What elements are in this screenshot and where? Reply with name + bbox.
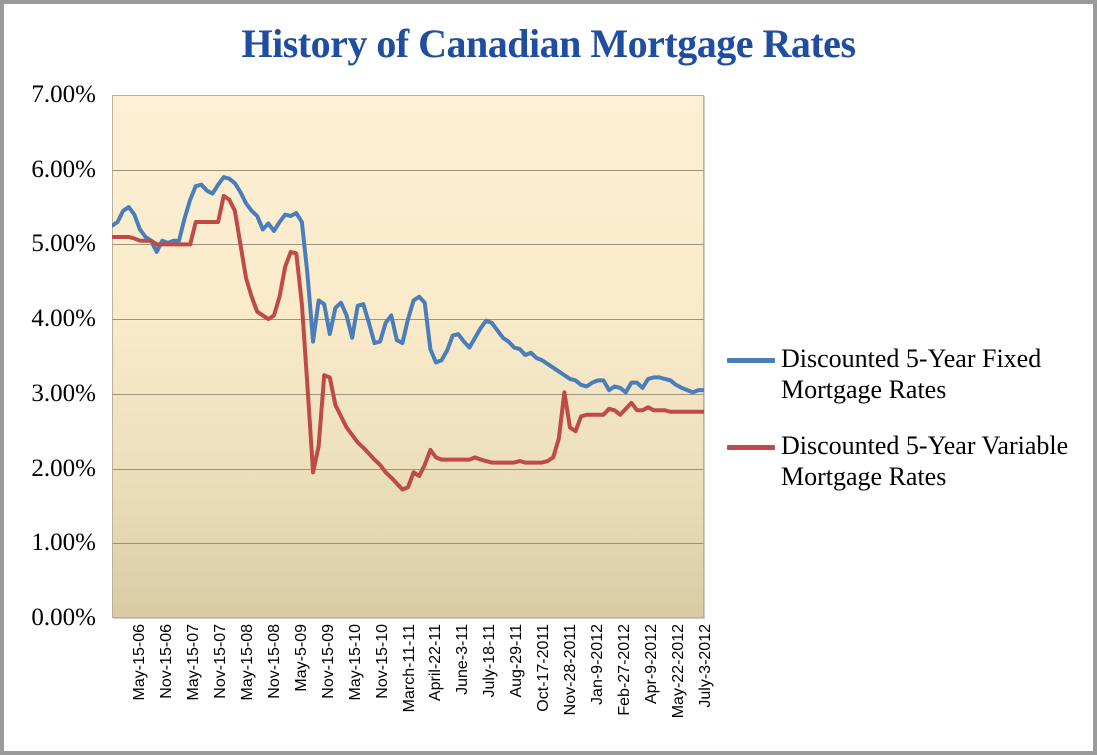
legend-item[interactable]: Discounted 5-Year Variable Mortgage Rate… xyxy=(727,431,1087,492)
x-axis-tick-label: Feb-27-2012 xyxy=(615,624,633,716)
x-axis-tick-label: May-15-06 xyxy=(131,624,149,701)
x-axis-tick-label: May-5-09 xyxy=(292,624,310,692)
legend: Discounted 5-Year Fixed Mortgage Rates Di… xyxy=(727,344,1087,519)
y-axis-tick-label: 7.00% xyxy=(31,81,96,108)
legend-label: Discounted 5-Year Fixed Mortgage Rates xyxy=(781,344,1042,404)
y-axis-tick-label: 6.00% xyxy=(31,155,96,183)
x-axis-tick-label: July-18-11 xyxy=(481,624,499,698)
x-axis-tick-label: Apr-9-2012 xyxy=(642,624,660,705)
plot-area xyxy=(112,95,704,618)
series-line xyxy=(112,193,704,492)
x-axis-tick-label: July-3-2012 xyxy=(696,624,714,708)
x-axis-tick-label: Nov-15-07 xyxy=(212,624,230,699)
legend-label: Discounted 5-Year Variable Mortgage Rate… xyxy=(781,431,1069,492)
legend-color-swatch-icon xyxy=(727,358,775,363)
x-axis-tick-label: April-22-11 xyxy=(427,624,445,702)
x-axis-tick-label: May-15-07 xyxy=(185,624,203,701)
series-lines xyxy=(112,175,704,492)
y-axis-tick-label: 0.00% xyxy=(31,604,96,631)
x-axis-tick-label: May-15-08 xyxy=(239,624,257,701)
y-axis: 0.00% 1.00% 2.00% 3.00% 4.00% 5.00% 6.00% 7.00% xyxy=(4,81,104,631)
legend-item[interactable]: Discounted 5-Year Fixed Mortgage Rates xyxy=(727,344,1087,405)
y-axis-tick-label: 1.00% xyxy=(31,529,96,557)
y-axis-tick-label: 3.00% xyxy=(31,379,96,407)
x-axis-tick-label: June-3-11 xyxy=(454,624,472,695)
x-axis-tick-label: Aug-29-11 xyxy=(508,624,526,698)
legend-color-swatch-icon xyxy=(727,445,775,451)
y-axis-tick-label: 4.00% xyxy=(31,305,96,333)
x-axis-tick-label: March-11-11 xyxy=(400,624,418,713)
y-axis-tick-label: 5.00% xyxy=(31,230,96,258)
x-axis-tick-label: Nov-15-06 xyxy=(158,624,176,699)
x-axis-tick-label: Oct-17-2011 xyxy=(535,624,553,712)
x-axis-tick-label: May-15-10 xyxy=(346,624,364,701)
x-axis-tick-label: May-22-2012 xyxy=(669,624,687,719)
x-axis-tick-label: Jan-9-2012 xyxy=(588,624,606,705)
series-line xyxy=(112,175,704,395)
page-title: History of Canadian Mortgage Rates xyxy=(241,21,856,66)
x-axis-tick-label: Nov-15-10 xyxy=(373,624,391,699)
x-axis-tick-label: Nov-15-09 xyxy=(319,624,337,699)
x-axis-tick-label: Nov-28-2011 xyxy=(562,624,579,716)
x-axis-tick-label: Nov-15-08 xyxy=(266,624,283,699)
y-axis-tick-label: 2.00% xyxy=(31,454,96,482)
x-axis: May-15-06 Nov-15-06 May-15-07 Nov-15-07 May-… xyxy=(112,624,713,754)
plot-area-wrapper xyxy=(112,95,704,618)
